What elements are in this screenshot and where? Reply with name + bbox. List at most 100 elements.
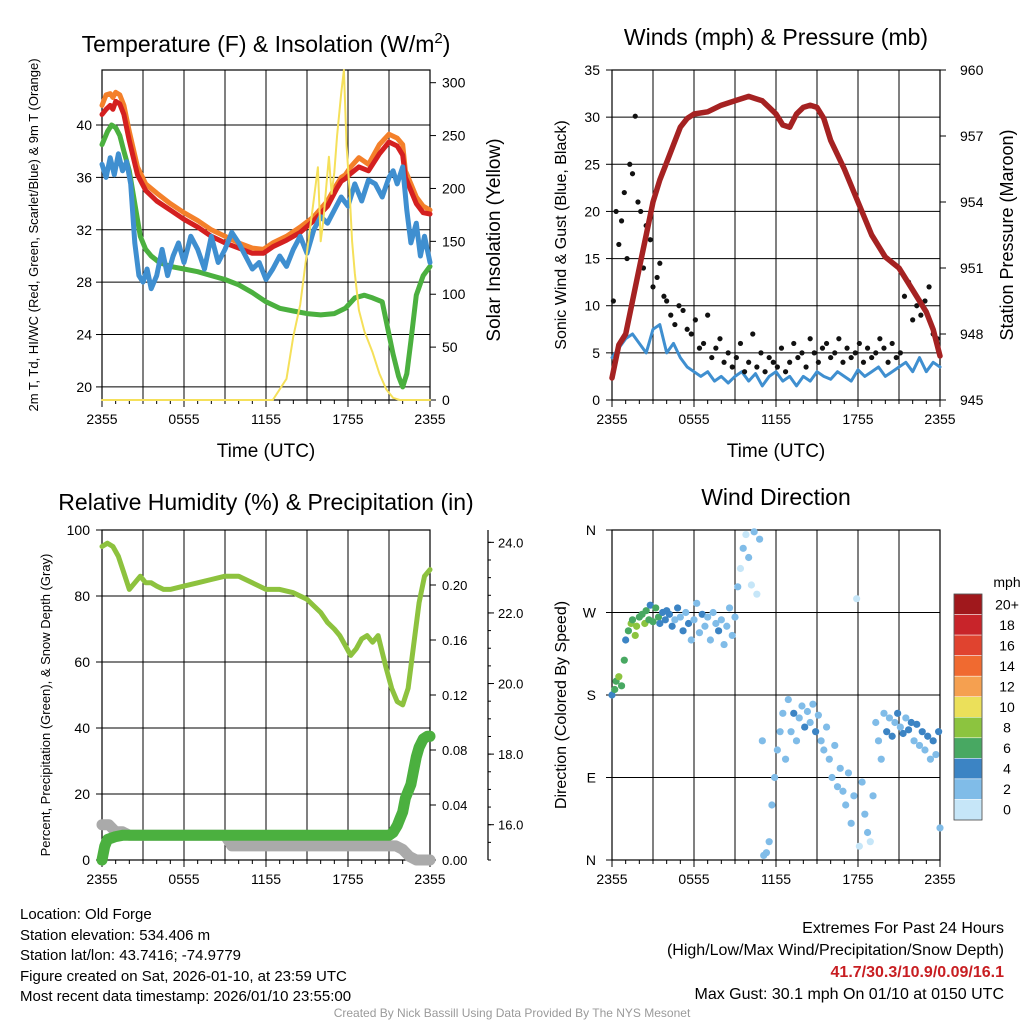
- figure-created: Figure created on Sat, 2026-01-10, at 23…: [20, 967, 347, 985]
- temperature-y2tick-label: 200: [442, 180, 466, 196]
- winds-gust-point: [657, 260, 663, 266]
- wind-direction-direction-point: [877, 755, 885, 763]
- temperature-ytick-label: 32: [76, 222, 92, 238]
- winds-y2tick-label: 954: [960, 194, 984, 210]
- wind-direction-direction-point: [690, 616, 698, 624]
- temperature-grid: [101, 70, 431, 400]
- wind-direction-direction-point: [836, 764, 844, 772]
- temperature-xtick-label: 0555: [168, 411, 199, 427]
- humidity-series-relative-humidity: [99, 540, 433, 708]
- temperature-xtick-label: 2355: [414, 411, 445, 427]
- winds-gust-point: [721, 359, 727, 365]
- wind-direction-direction-point: [725, 604, 734, 612]
- temperature-y2tick-label: 100: [442, 286, 466, 302]
- wind-direction-colorbar-label: 0: [1003, 802, 1011, 818]
- winds-gust-point: [616, 241, 622, 248]
- winds-gust-point: [621, 189, 627, 196]
- wind-direction-direction-point: [902, 714, 910, 722]
- temperature-xtick-label: 1155: [251, 411, 281, 427]
- wind-direction-direction-point: [731, 613, 739, 621]
- wind-direction-ytick-label: E: [587, 770, 596, 786]
- winds-gust-point: [762, 369, 768, 375]
- humidity-xtick-label: 2355: [86, 871, 117, 887]
- temperature-y2tick-label: 300: [442, 75, 466, 91]
- wind-direction-xtick-label: 1155: [761, 871, 791, 887]
- winds-gust-point: [807, 336, 813, 342]
- wind-direction-direction-point: [709, 608, 717, 617]
- winds-gust-point: [661, 293, 667, 299]
- humidity-xtick-label: 1155: [251, 871, 281, 887]
- winds-gust-point: [750, 331, 756, 337]
- winds-gust-point: [729, 364, 735, 370]
- wind-direction-colorbar-swatch: [953, 799, 983, 821]
- wind-direction-direction-point: [932, 750, 940, 759]
- winds-series-sonic-wind: [610, 323, 942, 388]
- wind-direction-direction-point: [809, 700, 817, 708]
- extremes-subtitle: (High/Low/Max Wind/Precipitation/Snow De…: [666, 942, 1004, 959]
- winds-gust-point: [869, 354, 875, 361]
- humidity-ytick-label: 80: [74, 588, 90, 604]
- wind-direction-direction-point: [706, 636, 715, 644]
- wind-direction-direction-point: [883, 728, 891, 736]
- wind-direction-direction-point: [624, 627, 633, 635]
- wind-direction-direction-point: [833, 783, 842, 791]
- wind-direction-direction-point: [654, 613, 663, 621]
- winds-gust-point: [836, 336, 842, 342]
- wind-direction-direction-point: [622, 636, 630, 644]
- wind-direction-direction-point: [728, 631, 736, 640]
- wind-direction-direction-point: [698, 610, 706, 618]
- wind-direction-direction-point: [831, 741, 839, 750]
- wind-direction-direction-point: [620, 656, 628, 664]
- wind-direction-direction-point: [918, 728, 926, 736]
- wind-direction-direction-point: [801, 723, 809, 731]
- wind-direction-direction-point: [814, 711, 822, 719]
- winds-gust-point: [754, 364, 760, 370]
- winds-gust-point: [684, 326, 690, 332]
- wind-direction-direction-point: [790, 709, 798, 717]
- wind-direction-direction-point: [858, 778, 866, 786]
- wind-direction-direction-point: [842, 801, 850, 809]
- winds-ylabel: Sonic Wind & Gust (Blue, Black): [553, 120, 570, 349]
- wind-direction-direction-point: [753, 590, 761, 598]
- humidity-grid: [101, 530, 431, 860]
- winds-y2tick-label: 960: [960, 62, 984, 78]
- winds-gust-point: [713, 345, 719, 351]
- winds-ytick-label: 10: [584, 298, 600, 314]
- wind-direction-colorbar-label: 8: [1003, 720, 1011, 736]
- winds-gust-point: [774, 364, 780, 370]
- winds-gust-point: [613, 208, 619, 215]
- winds-gust-point: [844, 345, 850, 351]
- temperature-xtick-label: 1755: [332, 411, 363, 427]
- winds-gust-point: [811, 350, 817, 356]
- winds-gust-point: [709, 354, 715, 361]
- wind-direction-direction-point: [773, 746, 781, 754]
- wind-direction-direction-point: [682, 608, 690, 617]
- winds-gust-point: [782, 369, 789, 375]
- wind-direction-colorbar-swatch: [953, 634, 983, 656]
- wind-direction-title: Wind Direction: [701, 484, 851, 510]
- winds-gust-point: [877, 336, 883, 342]
- winds-gust-point: [840, 359, 846, 365]
- wind-direction-direction-point: [936, 824, 944, 832]
- wind-direction-direction-point: [679, 627, 687, 635]
- wind-direction-direction-point: [853, 595, 861, 603]
- humidity-ytick-label: 100: [67, 522, 91, 538]
- winds-gust-point: [668, 312, 674, 318]
- winds-gust-point: [910, 317, 916, 323]
- wind-direction-direction-point: [750, 528, 758, 536]
- humidity-y3tick-label: 22.0: [498, 606, 523, 621]
- winds-title: Winds (mph) & Pressure (mb): [624, 24, 928, 50]
- wind-direction-direction-point: [668, 622, 676, 630]
- wind-direction-direction-point: [850, 792, 858, 800]
- wind-direction-direction-point: [798, 702, 806, 710]
- humidity-ytick-label: 60: [74, 654, 90, 670]
- wind-direction-direction-point: [888, 732, 896, 740]
- wind-direction-direction-point: [652, 604, 660, 612]
- humidity-y2tick-label: 0.08: [442, 743, 467, 758]
- wind-direction-direction-point: [779, 709, 787, 717]
- winds-gust-point: [860, 359, 867, 365]
- winds-gust-point: [778, 345, 785, 351]
- winds-gust-point: [791, 340, 797, 347]
- wind-direction-direction-point: [628, 616, 637, 624]
